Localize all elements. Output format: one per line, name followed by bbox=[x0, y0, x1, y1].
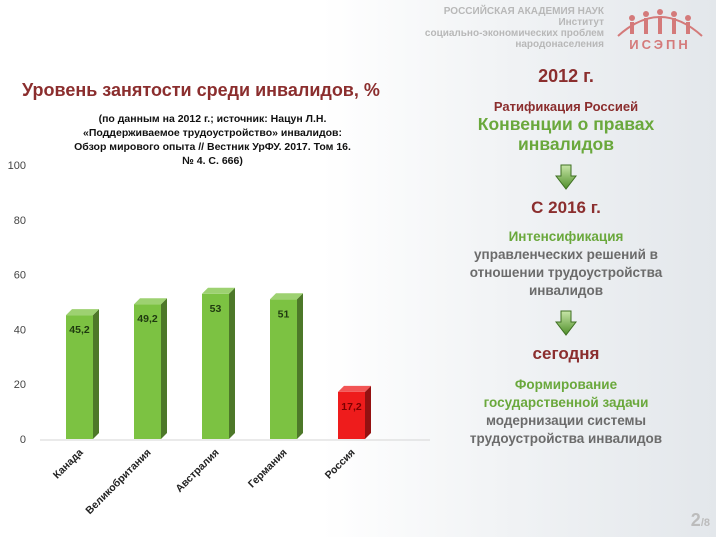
bar-front bbox=[202, 293, 229, 439]
source-line-2: «Поддерживаемое трудоустройство» инвалид… bbox=[82, 127, 343, 139]
source-line-3: Обзор мирового опыта // Вестник УрФУ. 20… bbox=[74, 141, 351, 153]
intensification-rest: управленческих решений в отношении трудо… bbox=[469, 247, 663, 298]
category-label: Великобритания bbox=[83, 447, 153, 517]
formation-text: Формирование государственной задачи моде… bbox=[456, 376, 676, 448]
bar-side bbox=[365, 385, 371, 439]
down-arrow-icon bbox=[555, 164, 577, 190]
bar-top bbox=[338, 385, 371, 392]
bar bbox=[270, 293, 303, 439]
ratification-text: Ратификация Россией bbox=[493, 99, 639, 114]
bar-value-label: 45,2 bbox=[69, 324, 90, 336]
bar-front bbox=[66, 315, 93, 439]
today-heading: сегодня bbox=[532, 344, 600, 363]
category-label: Германия bbox=[246, 447, 290, 491]
category-label: Канада bbox=[51, 447, 86, 482]
category-label: Россия bbox=[323, 447, 358, 482]
logo-text: ИСЭПН bbox=[629, 37, 691, 52]
year-2016: С 2016 г. bbox=[531, 198, 601, 217]
bar-top bbox=[134, 298, 167, 305]
bar bbox=[66, 309, 99, 439]
source-line-4: № 4. С. 666) bbox=[182, 155, 243, 167]
page-current: 2 bbox=[690, 510, 701, 530]
isepn-logo: ИСЭПН bbox=[610, 4, 710, 54]
bar-front bbox=[338, 391, 365, 439]
bar-value-label: 49,2 bbox=[137, 313, 158, 325]
intensification-text: Интенсификация управленческих решений в … bbox=[456, 228, 676, 300]
bar-value-label: 51 bbox=[278, 308, 290, 320]
bar-top bbox=[66, 309, 99, 316]
chart-source: (по данным на 2012 г.; источник: Нацун Л… bbox=[40, 112, 385, 168]
bar-side bbox=[229, 287, 235, 439]
bar-side bbox=[93, 309, 99, 439]
org-line-2: Институт bbox=[558, 17, 604, 28]
bar-side bbox=[297, 293, 303, 439]
bar-value-label: 17,2 bbox=[341, 401, 362, 413]
bar bbox=[202, 287, 235, 439]
timeline-panel: 2012 г. Ратификация Россией Конвенции о … bbox=[456, 66, 676, 448]
y-tick-label: 100 bbox=[8, 160, 26, 172]
category-label: Австралия bbox=[173, 447, 221, 495]
org-line-3: социально-экономических проблем bbox=[424, 28, 604, 39]
page-number: 2/8 bbox=[690, 510, 710, 530]
bar-value-label: 53 bbox=[210, 303, 222, 315]
down-arrow-icon bbox=[555, 310, 577, 336]
bar bbox=[338, 385, 371, 439]
y-tick-label: 40 bbox=[14, 324, 26, 336]
chart-title: Уровень занятости среди инвалидов, % bbox=[22, 80, 380, 100]
page-total: 8 bbox=[703, 517, 710, 529]
source-line-1: (по данным на 2012 г.; источник: Нацун Л… bbox=[98, 113, 327, 125]
bar-front bbox=[134, 304, 161, 439]
bar-top bbox=[202, 287, 235, 294]
y-tick-label: 20 bbox=[14, 379, 26, 391]
org-line-1: РОССИЙСКАЯ АКАДЕМИЯ НАУК bbox=[443, 6, 604, 17]
convention-text: Конвенции о правах инвалидов bbox=[477, 114, 655, 154]
bar-top bbox=[270, 293, 303, 300]
intensification-word: Интенсификация bbox=[508, 229, 624, 244]
year-2012: 2012 г. bbox=[538, 66, 594, 86]
bar-front bbox=[270, 299, 297, 439]
formation-rest: модернизации системы трудоустройства инв… bbox=[469, 413, 663, 446]
bar bbox=[134, 298, 167, 439]
org-line-4: народонаселения bbox=[515, 39, 604, 50]
y-tick-label: 60 bbox=[14, 270, 26, 282]
y-tick-label: 80 bbox=[14, 215, 26, 227]
formation-words: Формирование государственной задачи bbox=[483, 377, 649, 410]
bar-side bbox=[161, 298, 167, 439]
organization-name: РОССИЙСКАЯ АКАДЕМИЯ НАУК Институт социал… bbox=[425, 6, 604, 50]
bar-chart: 0 20 40 60 80 100 45,2 Канада 49,2 Великобритания… bbox=[8, 160, 430, 517]
people-logo-icon bbox=[617, 9, 703, 37]
y-tick-label: 0 bbox=[20, 434, 26, 446]
